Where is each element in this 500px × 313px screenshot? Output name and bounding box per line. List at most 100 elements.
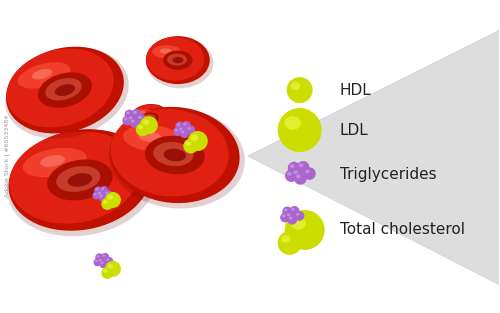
Ellipse shape xyxy=(286,213,290,216)
Ellipse shape xyxy=(167,54,187,66)
Ellipse shape xyxy=(163,50,192,70)
Ellipse shape xyxy=(290,206,300,216)
Ellipse shape xyxy=(105,261,121,277)
Ellipse shape xyxy=(282,235,290,243)
Ellipse shape xyxy=(131,120,134,123)
Ellipse shape xyxy=(180,129,189,138)
Ellipse shape xyxy=(103,269,108,273)
Ellipse shape xyxy=(140,112,159,124)
Ellipse shape xyxy=(96,188,98,190)
Ellipse shape xyxy=(123,125,181,151)
Ellipse shape xyxy=(134,109,152,117)
Ellipse shape xyxy=(284,210,325,250)
Ellipse shape xyxy=(146,36,210,84)
Ellipse shape xyxy=(290,82,300,90)
Ellipse shape xyxy=(176,123,180,126)
Ellipse shape xyxy=(284,116,301,130)
Ellipse shape xyxy=(130,105,166,130)
Ellipse shape xyxy=(98,192,101,194)
Ellipse shape xyxy=(288,162,300,174)
Ellipse shape xyxy=(96,191,104,198)
Ellipse shape xyxy=(293,170,298,174)
Text: HDL: HDL xyxy=(340,83,372,98)
Ellipse shape xyxy=(146,116,154,120)
Ellipse shape xyxy=(106,259,110,261)
Ellipse shape xyxy=(296,175,300,178)
Ellipse shape xyxy=(305,170,310,173)
Ellipse shape xyxy=(284,208,288,211)
Ellipse shape xyxy=(100,186,108,194)
Ellipse shape xyxy=(105,257,113,265)
Ellipse shape xyxy=(291,208,294,211)
Ellipse shape xyxy=(104,190,112,198)
Ellipse shape xyxy=(297,161,310,174)
Ellipse shape xyxy=(102,254,106,257)
Ellipse shape xyxy=(68,173,92,187)
Polygon shape xyxy=(248,30,500,285)
Text: Adobe Stock | #60533484: Adobe Stock | #60533484 xyxy=(4,115,10,197)
Ellipse shape xyxy=(145,136,204,174)
Ellipse shape xyxy=(7,130,157,236)
Ellipse shape xyxy=(94,258,102,266)
Ellipse shape xyxy=(152,45,181,58)
Ellipse shape xyxy=(296,213,300,216)
Ellipse shape xyxy=(188,127,191,130)
Ellipse shape xyxy=(8,129,152,231)
Ellipse shape xyxy=(139,111,145,114)
Ellipse shape xyxy=(136,123,149,136)
Ellipse shape xyxy=(282,214,286,218)
Ellipse shape xyxy=(290,164,294,168)
Ellipse shape xyxy=(292,168,304,181)
Ellipse shape xyxy=(133,111,137,114)
Ellipse shape xyxy=(287,172,292,176)
Ellipse shape xyxy=(129,116,132,120)
Ellipse shape xyxy=(9,131,139,224)
Ellipse shape xyxy=(40,155,65,167)
Ellipse shape xyxy=(110,109,228,196)
Ellipse shape xyxy=(6,47,124,133)
Ellipse shape xyxy=(94,187,102,194)
Ellipse shape xyxy=(124,117,128,121)
Ellipse shape xyxy=(182,121,191,130)
Ellipse shape xyxy=(46,78,82,100)
Ellipse shape xyxy=(153,142,194,166)
Ellipse shape xyxy=(105,192,121,208)
Ellipse shape xyxy=(285,169,298,182)
Ellipse shape xyxy=(289,217,292,220)
Ellipse shape xyxy=(47,160,112,200)
Ellipse shape xyxy=(131,106,173,136)
Ellipse shape xyxy=(178,126,187,135)
Ellipse shape xyxy=(106,192,108,194)
Ellipse shape xyxy=(142,119,150,125)
Ellipse shape xyxy=(299,163,304,167)
Text: Total cholesterol: Total cholesterol xyxy=(340,223,464,238)
Ellipse shape xyxy=(98,259,102,261)
Ellipse shape xyxy=(110,107,240,203)
Ellipse shape xyxy=(136,114,146,124)
Ellipse shape xyxy=(98,257,106,265)
Ellipse shape xyxy=(191,135,198,141)
Ellipse shape xyxy=(108,195,114,200)
Ellipse shape xyxy=(128,115,137,125)
Ellipse shape xyxy=(179,128,182,131)
Ellipse shape xyxy=(280,213,290,223)
Ellipse shape xyxy=(122,115,132,126)
Ellipse shape xyxy=(32,69,52,80)
Ellipse shape xyxy=(130,104,170,132)
Ellipse shape xyxy=(172,57,184,63)
Ellipse shape xyxy=(146,37,204,81)
Ellipse shape xyxy=(18,62,70,89)
Ellipse shape xyxy=(108,107,245,208)
Ellipse shape xyxy=(282,207,292,216)
Ellipse shape xyxy=(291,217,306,230)
Ellipse shape xyxy=(23,148,86,177)
Ellipse shape xyxy=(96,255,100,257)
Ellipse shape xyxy=(288,215,297,225)
Ellipse shape xyxy=(38,72,92,108)
Ellipse shape xyxy=(138,116,142,119)
Ellipse shape xyxy=(188,131,208,151)
Ellipse shape xyxy=(102,267,114,279)
Ellipse shape xyxy=(278,108,322,152)
Ellipse shape xyxy=(294,172,306,185)
Text: Triglycerides: Triglycerides xyxy=(340,167,436,182)
